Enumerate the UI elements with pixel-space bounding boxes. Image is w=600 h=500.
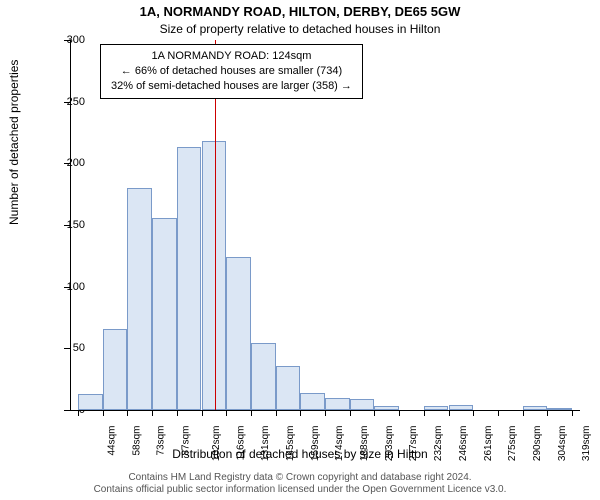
info-line-3: 32% of semi-detached houses are larger (…: [111, 79, 352, 94]
histogram-bar: [226, 257, 251, 410]
footer-line-1: Contains HM Land Registry data © Crown c…: [0, 472, 600, 484]
x-tick-label: 58sqm: [131, 426, 142, 456]
x-tick-label: 159sqm: [310, 426, 321, 462]
y-tick-label: 250: [67, 96, 85, 108]
x-tick: [325, 410, 326, 416]
x-tick-label: 116sqm: [235, 426, 246, 461]
y-tick-label: 100: [67, 281, 85, 293]
y-tick-label: 150: [67, 219, 85, 231]
histogram-bar: [177, 147, 202, 410]
x-tick-label: 102sqm: [211, 426, 222, 462]
histogram-bar: [276, 366, 301, 410]
histogram-bar: [152, 218, 177, 410]
x-tick: [78, 410, 79, 416]
x-tick-label: 304sqm: [557, 426, 568, 462]
y-tick-label: 50: [73, 342, 85, 354]
x-tick-label: 290sqm: [532, 426, 543, 462]
x-tick: [449, 410, 450, 416]
histogram-bar: [300, 393, 325, 410]
chart-container: 1A, NORMANDY ROAD, HILTON, DERBY, DE65 5…: [0, 0, 600, 500]
x-tick: [399, 410, 400, 416]
histogram-bar: [547, 408, 572, 410]
x-tick: [498, 410, 499, 416]
x-tick: [251, 410, 252, 416]
x-tick: [300, 410, 301, 416]
y-axis-label: Number of detached properties: [7, 60, 21, 225]
footer-line-2: Contains official public sector informat…: [0, 484, 600, 496]
x-tick: [276, 410, 277, 416]
histogram-bar: [103, 329, 128, 410]
histogram-bar: [127, 188, 152, 410]
histogram-bar: [374, 406, 399, 410]
x-tick: [103, 410, 104, 416]
x-tick: [374, 410, 375, 416]
x-tick-label: 87sqm: [181, 426, 192, 456]
x-tick-label: 145sqm: [285, 426, 296, 462]
x-tick-label: 217sqm: [408, 426, 419, 462]
x-tick-label: 246sqm: [458, 426, 469, 462]
x-tick-label: 73sqm: [156, 426, 167, 456]
x-tick: [202, 410, 203, 416]
x-tick: [177, 410, 178, 416]
x-tick-label: 44sqm: [107, 426, 118, 456]
info-line-1: 1A NORMANDY ROAD: 124sqm: [111, 49, 352, 64]
chart-title: 1A, NORMANDY ROAD, HILTON, DERBY, DE65 5…: [0, 4, 600, 19]
histogram-bar: [325, 398, 350, 410]
histogram-bar: [449, 405, 474, 410]
x-tick-label: 319sqm: [581, 426, 592, 462]
x-tick: [350, 410, 351, 416]
histogram-bar: [424, 406, 449, 410]
y-tick-label: 300: [67, 34, 85, 46]
histogram-bar: [78, 394, 103, 410]
x-tick: [547, 410, 548, 416]
footer: Contains HM Land Registry data © Crown c…: [0, 472, 600, 496]
y-tick: [64, 348, 70, 349]
info-line-2: ← 66% of detached houses are smaller (73…: [111, 64, 352, 79]
x-tick-label: 232sqm: [433, 426, 444, 462]
x-tick: [424, 410, 425, 416]
y-tick-label: 200: [67, 157, 85, 169]
x-tick: [127, 410, 128, 416]
x-tick-label: 131sqm: [260, 426, 271, 462]
x-tick-label: 203sqm: [384, 426, 395, 462]
x-tick: [152, 410, 153, 416]
x-tick-label: 261sqm: [483, 426, 494, 462]
x-tick: [226, 410, 227, 416]
x-tick-label: 174sqm: [334, 426, 345, 462]
histogram-bar: [350, 399, 375, 410]
x-tick: [572, 410, 573, 416]
x-tick-label: 275sqm: [507, 426, 518, 462]
chart-subtitle: Size of property relative to detached ho…: [0, 22, 600, 36]
x-tick: [473, 410, 474, 416]
histogram-bar: [251, 343, 276, 410]
x-tick: [523, 410, 524, 416]
y-tick: [64, 410, 70, 411]
histogram-bar: [523, 406, 548, 410]
x-tick-label: 188sqm: [359, 426, 370, 462]
info-box: 1A NORMANDY ROAD: 124sqm ← 66% of detach…: [100, 44, 363, 99]
